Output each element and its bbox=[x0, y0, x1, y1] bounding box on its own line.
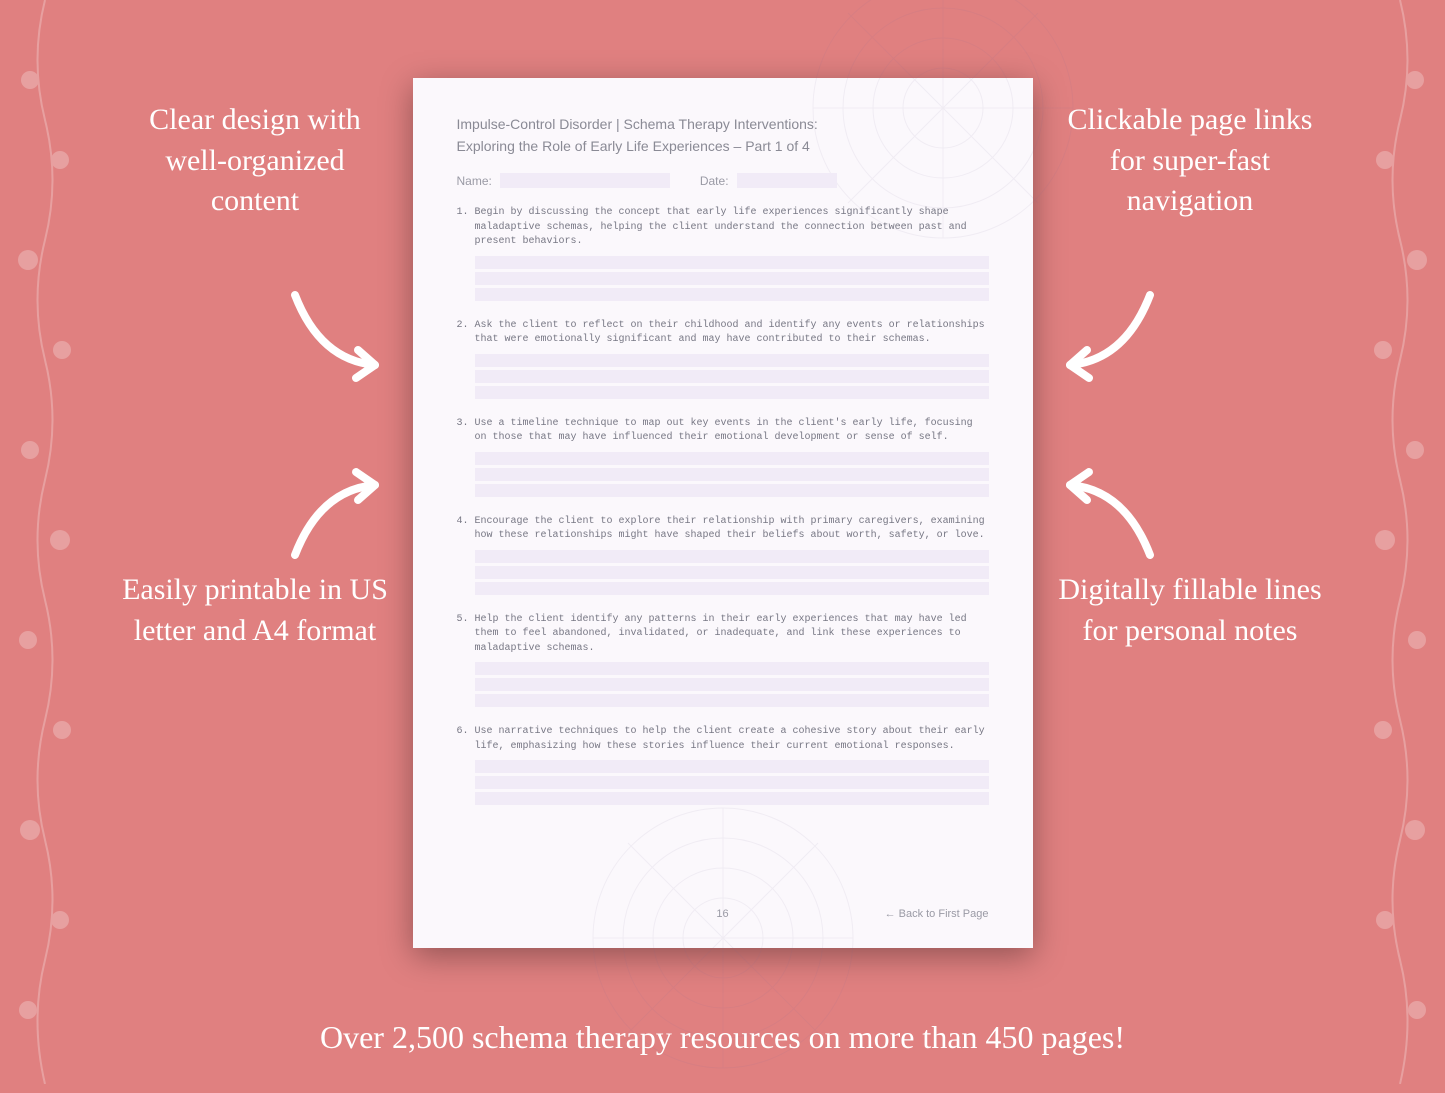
fill-line[interactable] bbox=[475, 452, 989, 465]
fill-line[interactable] bbox=[475, 566, 989, 579]
fill-lines[interactable] bbox=[475, 452, 989, 497]
name-label: Name: bbox=[457, 174, 492, 188]
fill-line[interactable] bbox=[475, 386, 989, 399]
callout-top-right: Clickable page links for super-fast navi… bbox=[1055, 100, 1325, 222]
arrow-bottom-right-icon bbox=[1055, 460, 1165, 570]
fill-line[interactable] bbox=[475, 468, 989, 481]
fill-lines[interactable] bbox=[475, 256, 989, 301]
floral-border-left bbox=[0, 0, 90, 1084]
callout-bottom-left: Easily printable in US letter and A4 for… bbox=[120, 570, 390, 651]
date-label: Date: bbox=[700, 174, 729, 188]
fill-line[interactable] bbox=[475, 678, 989, 691]
fill-lines[interactable] bbox=[475, 354, 989, 399]
fill-line[interactable] bbox=[475, 370, 989, 383]
question-item: Encourage the client to explore their re… bbox=[457, 515, 989, 595]
name-input[interactable] bbox=[500, 173, 670, 188]
fill-lines[interactable] bbox=[475, 550, 989, 595]
fill-lines[interactable] bbox=[475, 760, 989, 805]
floral-border-right bbox=[1355, 0, 1445, 1084]
fill-line[interactable] bbox=[475, 484, 989, 497]
date-input[interactable] bbox=[737, 173, 837, 188]
question-item: Use narrative techniques to help the cli… bbox=[457, 725, 989, 805]
arrow-top-right-icon bbox=[1055, 280, 1165, 390]
question-prompt: Begin by discussing the concept that ear… bbox=[475, 206, 989, 250]
page-footer: 16 ← Back to First Page bbox=[457, 908, 989, 920]
back-to-first-link[interactable]: ← Back to First Page bbox=[885, 908, 989, 920]
fill-line[interactable] bbox=[475, 776, 989, 789]
question-item: Use a timeline technique to map out key … bbox=[457, 417, 989, 497]
question-prompt: Use a timeline technique to map out key … bbox=[475, 417, 989, 446]
fill-line[interactable] bbox=[475, 792, 989, 805]
question-prompt: Encourage the client to explore their re… bbox=[475, 515, 989, 544]
fill-lines[interactable] bbox=[475, 662, 989, 707]
question-item: Begin by discussing the concept that ear… bbox=[457, 206, 989, 301]
worksheet-title-line2: Exploring the Role of Early Life Experie… bbox=[457, 136, 989, 158]
page-number: 16 bbox=[716, 908, 728, 920]
worksheet-page: Impulse-Control Disorder | Schema Therap… bbox=[413, 78, 1033, 948]
fill-line[interactable] bbox=[475, 354, 989, 367]
fill-line[interactable] bbox=[475, 760, 989, 773]
fill-line[interactable] bbox=[475, 662, 989, 675]
question-prompt: Help the client identify any patterns in… bbox=[475, 613, 989, 657]
bottom-banner: Over 2,500 schema therapy resources on m… bbox=[0, 1019, 1445, 1056]
fill-line[interactable] bbox=[475, 694, 989, 707]
fill-line[interactable] bbox=[475, 550, 989, 563]
question-prompt: Use narrative techniques to help the cli… bbox=[475, 725, 989, 754]
name-date-row: Name: Date: bbox=[457, 173, 989, 188]
fill-line[interactable] bbox=[475, 582, 989, 595]
callout-bottom-right: Digitally fillable lines for personal no… bbox=[1055, 570, 1325, 651]
worksheet-title-line1: Impulse-Control Disorder | Schema Therap… bbox=[457, 114, 989, 136]
question-item: Ask the client to reflect on their child… bbox=[457, 319, 989, 399]
fill-line[interactable] bbox=[475, 288, 989, 301]
question-list: Begin by discussing the concept that ear… bbox=[457, 206, 989, 805]
callout-top-left: Clear design with well-organized content bbox=[120, 100, 390, 222]
arrow-top-left-icon bbox=[280, 280, 390, 390]
fill-line[interactable] bbox=[475, 256, 989, 269]
question-prompt: Ask the client to reflect on their child… bbox=[475, 319, 989, 348]
question-item: Help the client identify any patterns in… bbox=[457, 613, 989, 708]
worksheet-title: Impulse-Control Disorder | Schema Therap… bbox=[457, 114, 989, 157]
fill-line[interactable] bbox=[475, 272, 989, 285]
arrow-bottom-left-icon bbox=[280, 460, 390, 570]
